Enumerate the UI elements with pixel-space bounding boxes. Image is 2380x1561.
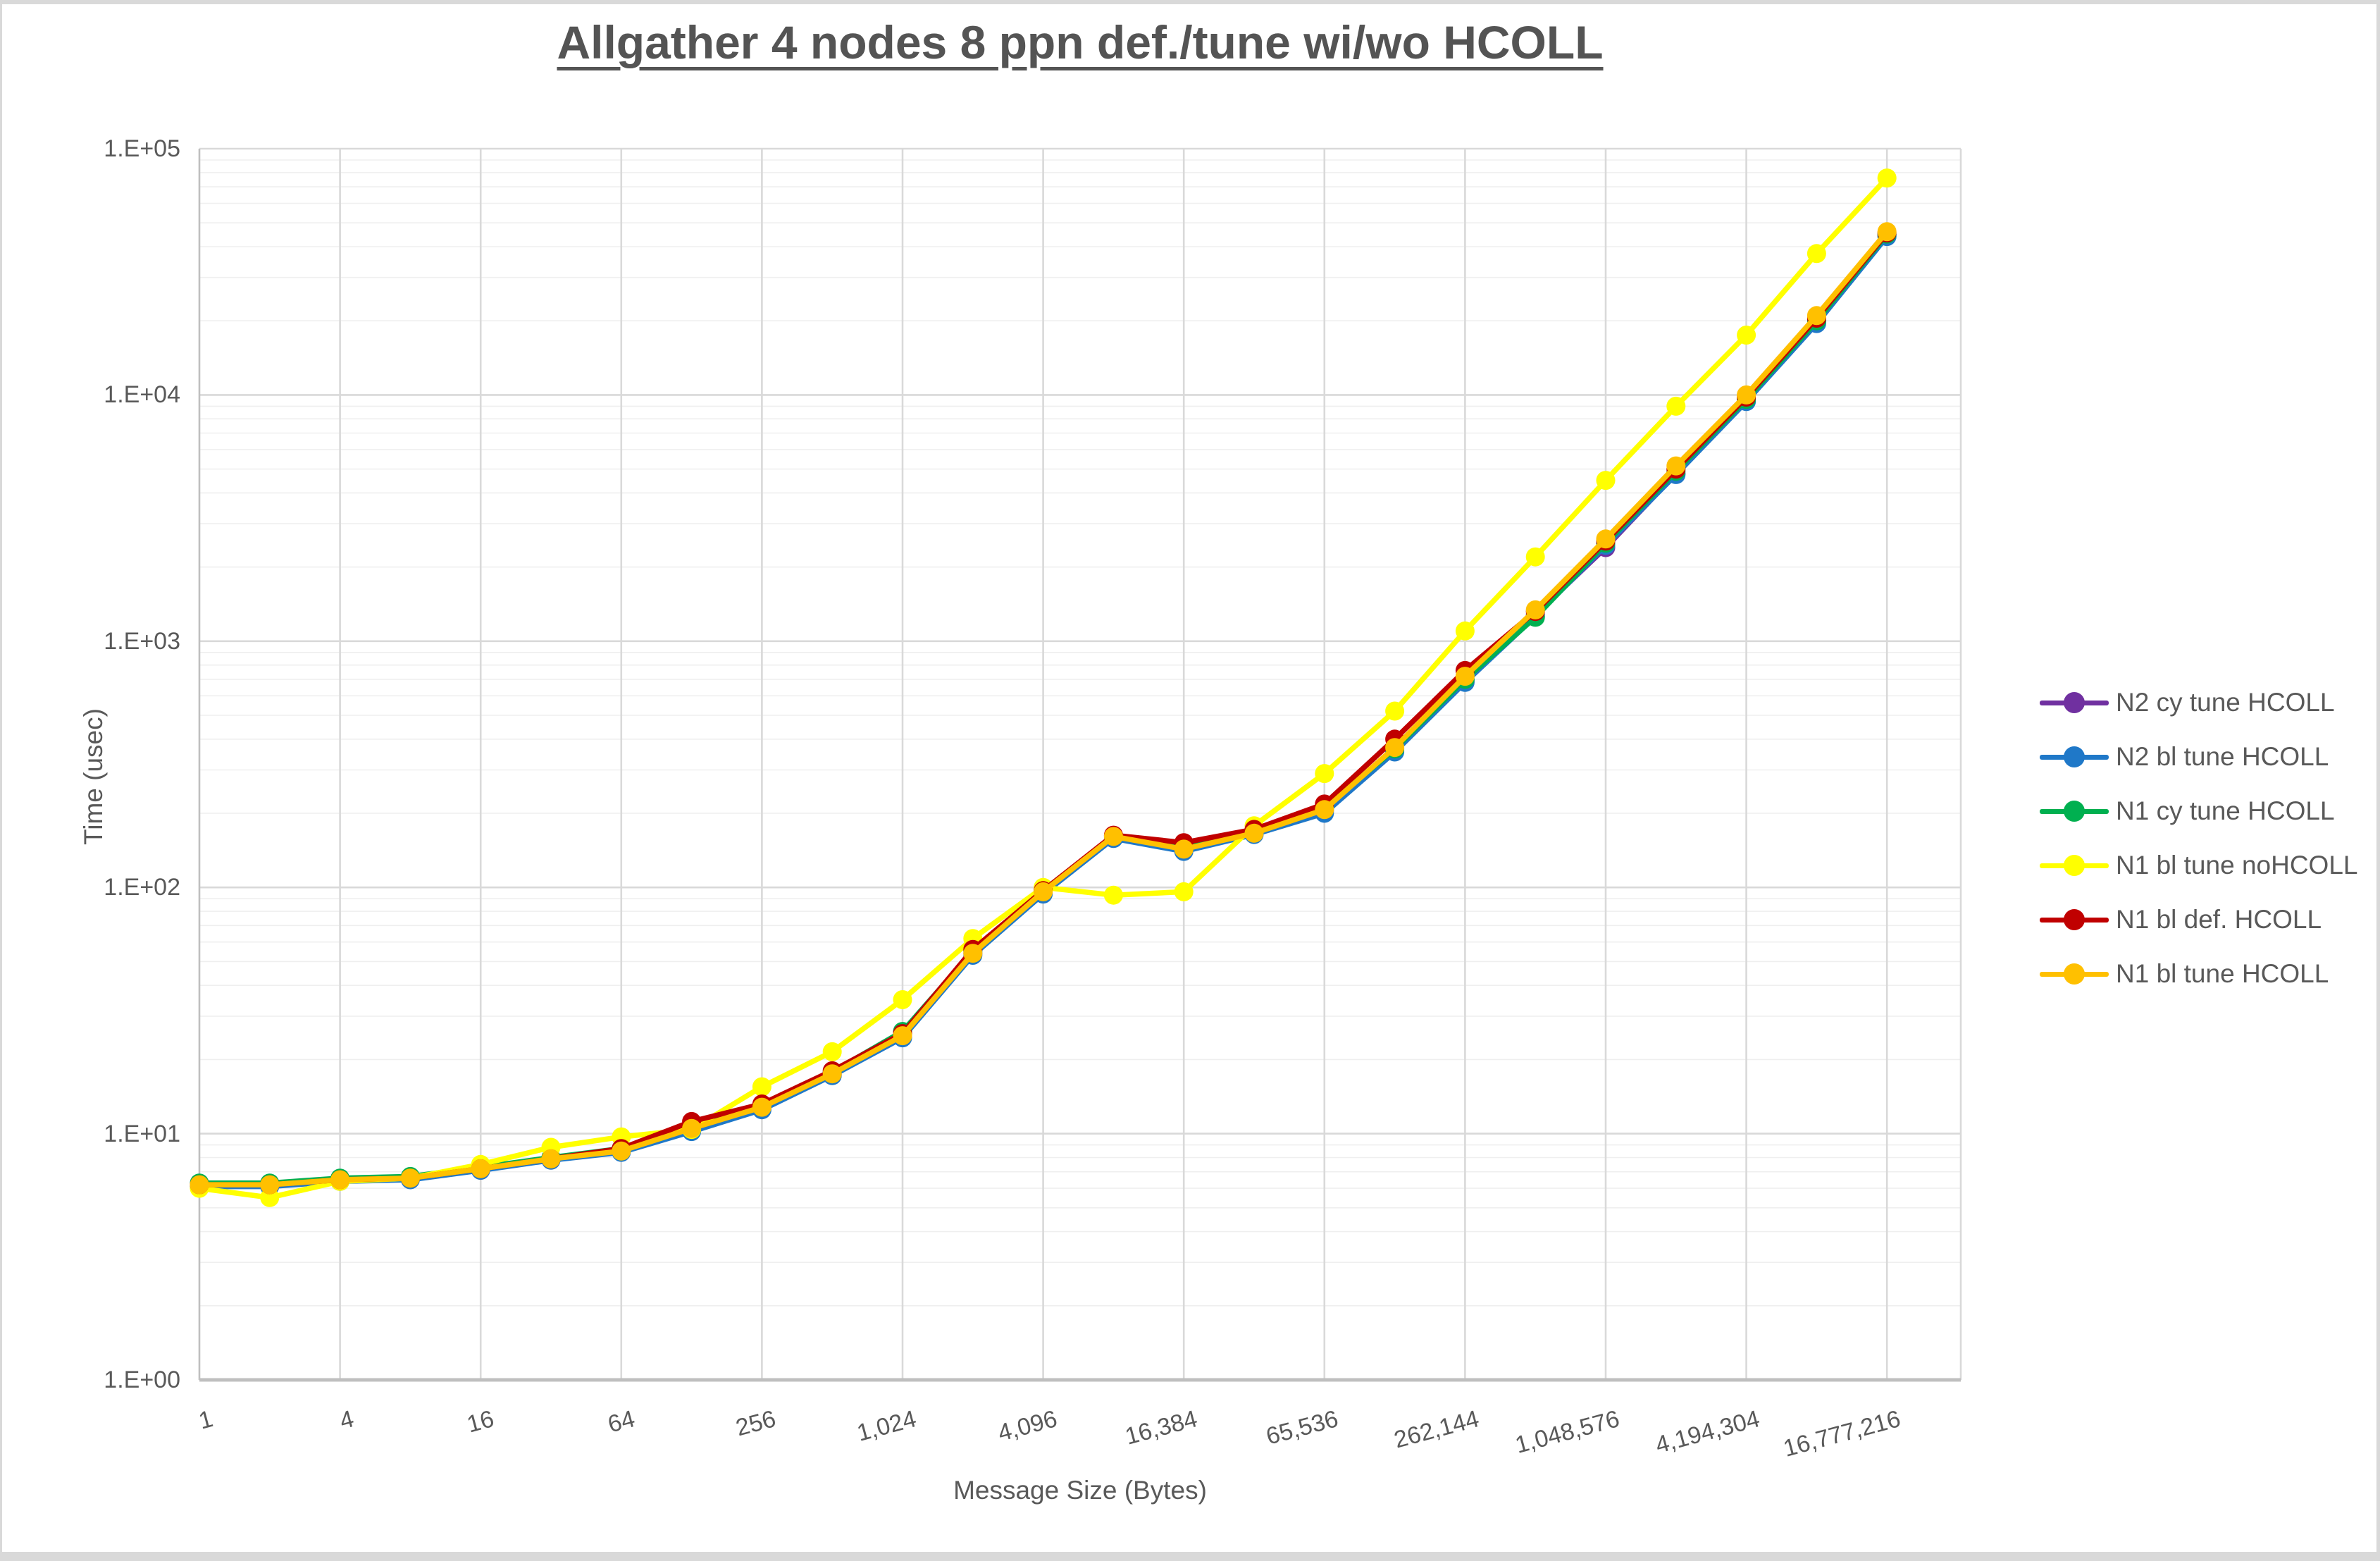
series-marker — [1174, 839, 1194, 859]
legend-label: N2 bl tune HCOLL — [2116, 741, 2329, 771]
series-marker — [1596, 529, 1616, 549]
y-tick-label: 1.E+02 — [104, 874, 180, 901]
legend-item[interactable]: N2 cy tune HCOLL — [2040, 675, 2371, 729]
series-marker — [893, 990, 912, 1009]
series-marker — [1103, 885, 1123, 905]
series-marker — [612, 1141, 631, 1161]
x-axis-title: Message Size (Bytes) — [953, 1476, 1207, 1505]
series-marker — [963, 944, 983, 963]
legend-marker-icon — [2040, 908, 2109, 930]
series-marker — [1315, 764, 1334, 784]
y-axis-title: Time (usec) — [79, 708, 108, 845]
series-marker — [1385, 738, 1405, 758]
legend-label: N1 bl def. HCOLL — [2116, 904, 2322, 934]
y-tick-label: 1.E+03 — [104, 627, 180, 655]
series-marker — [752, 1077, 771, 1097]
series-marker — [1806, 244, 1826, 264]
legend-dot-icon — [2064, 854, 2085, 876]
series-marker — [1525, 547, 1545, 567]
legend-item[interactable]: N1 bl tune noHCOLL — [2040, 838, 2371, 892]
legend-marker-icon — [2040, 691, 2109, 713]
series-marker — [1174, 882, 1194, 901]
y-tick-label: 1.E+00 — [104, 1366, 180, 1393]
series-marker — [1806, 306, 1826, 326]
series-marker — [1455, 621, 1475, 641]
legend-item[interactable]: N1 bl tune HCOLL — [2040, 946, 2371, 1001]
series-marker — [822, 1042, 842, 1061]
series-marker — [1103, 827, 1123, 846]
legend-marker-icon — [2040, 963, 2109, 985]
series-marker — [822, 1064, 842, 1084]
series-marker — [400, 1168, 420, 1188]
series-marker — [1596, 471, 1616, 490]
series-marker — [1455, 667, 1475, 686]
legend-label: N1 bl tune noHCOLL — [2116, 850, 2358, 880]
series-marker — [541, 1149, 561, 1168]
series-marker — [1737, 326, 1756, 345]
series-marker — [752, 1097, 771, 1117]
legend-label: N1 bl tune HCOLL — [2116, 958, 2329, 988]
y-tick-label: 1.E+01 — [104, 1120, 180, 1147]
legend-item[interactable]: N1 bl def. HCOLL — [2040, 892, 2371, 946]
series-marker — [1877, 168, 1897, 188]
legend-marker-icon — [2040, 854, 2109, 876]
series-marker — [260, 1175, 280, 1195]
series-marker — [1034, 882, 1053, 901]
legend-item[interactable]: N2 bl tune HCOLL — [2040, 729, 2371, 784]
y-tick-label: 1.E+04 — [104, 381, 180, 409]
y-tick-label: 1.E+05 — [104, 135, 180, 162]
legend-label: N1 cy tune HCOLL — [2116, 796, 2335, 825]
series-marker — [893, 1026, 912, 1046]
series-marker — [1737, 385, 1756, 405]
series-marker — [1666, 396, 1686, 416]
legend-label: N2 cy tune HCOLL — [2116, 687, 2335, 717]
legend-marker-icon — [2040, 746, 2109, 767]
series-marker — [1877, 222, 1897, 242]
legend-dot-icon — [2064, 963, 2085, 985]
x-tick-label: 64 — [605, 1405, 638, 1438]
legend-dot-icon — [2064, 691, 2085, 713]
legend-dot-icon — [2064, 800, 2085, 822]
chart-legend: N2 cy tune HCOLL N2 bl tune HCOLL N1 cy tu… — [2040, 675, 2371, 1001]
legend-marker-icon — [2040, 800, 2109, 822]
series-marker — [330, 1170, 350, 1190]
series-marker — [1244, 823, 1264, 843]
plot-area — [190, 147, 1962, 1382]
series-marker — [190, 1175, 209, 1195]
legend-item[interactable]: N1 cy tune HCOLL — [2040, 784, 2371, 838]
legend-dot-icon — [2064, 908, 2085, 930]
series-marker — [682, 1118, 702, 1138]
chart-title: Allgather 4 nodes 8 ppn def./tune wi/wo … — [557, 16, 1604, 68]
series-marker — [1525, 600, 1545, 619]
series-marker — [1315, 800, 1334, 820]
chart-canvas: Allgather 4 nodes 8 ppn def./tune wi/wo … — [2, 4, 2376, 1552]
series-marker — [1385, 701, 1405, 721]
series-marker — [1666, 456, 1686, 476]
legend-dot-icon — [2064, 746, 2085, 767]
series-marker — [471, 1159, 490, 1178]
